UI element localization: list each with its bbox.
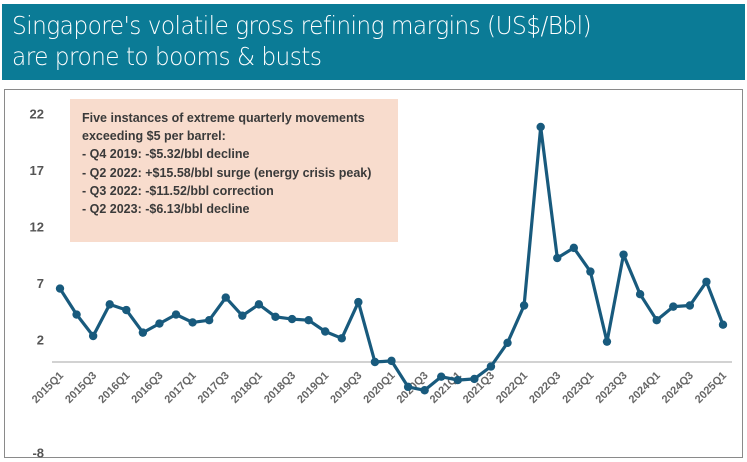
y-tick-label: 22 bbox=[30, 106, 44, 121]
data-point-2021Q2 bbox=[470, 374, 479, 384]
data-point-2024Q2 bbox=[669, 302, 678, 311]
y-tick-label: 12 bbox=[30, 219, 44, 234]
annotation-line: exceeding $5 per barrel: bbox=[82, 129, 226, 144]
x-tick-label: 2022Q3 bbox=[527, 370, 563, 406]
x-tick-label: 2016Q1 bbox=[96, 370, 132, 406]
data-point-2024Q1 bbox=[652, 315, 661, 325]
y-tick-label: 7 bbox=[37, 276, 44, 291]
data-point-2019Q1 bbox=[321, 327, 330, 336]
y-tick-label: 17 bbox=[30, 163, 44, 178]
x-tick-label: 2022Q1 bbox=[494, 370, 530, 406]
x-tick-label: 2015Q1 bbox=[30, 370, 66, 406]
x-tick-label: 2019Q3 bbox=[328, 370, 364, 406]
data-point-2021Q1 bbox=[453, 375, 462, 385]
y-tick-label: 2 bbox=[37, 332, 44, 347]
x-tick-label: 2015Q3 bbox=[63, 370, 99, 406]
data-point-2016Q1 bbox=[122, 305, 131, 315]
annotation-line: Five instances of extreme quarterly move… bbox=[82, 111, 365, 125]
x-tick-label: 2018Q1 bbox=[229, 370, 265, 406]
annotation-line: - Q4 2019: -$5.32/bbl decline bbox=[82, 147, 250, 162]
data-point-2020Q2 bbox=[403, 382, 413, 392]
data-point-2025Q1 bbox=[718, 320, 728, 329]
data-point-2021Q3 bbox=[486, 362, 496, 371]
data-point-2015Q4 bbox=[105, 300, 114, 309]
data-point-2020Q3 bbox=[420, 386, 429, 395]
x-tick-label: 2024Q1 bbox=[627, 370, 663, 406]
data-point-2020Q4 bbox=[437, 372, 446, 381]
data-point-2015Q2 bbox=[72, 310, 81, 319]
x-tick-label: 2021Q1 bbox=[428, 370, 464, 406]
data-point-2024Q3 bbox=[685, 301, 695, 310]
data-point-2019Q2 bbox=[337, 334, 346, 343]
data-point-2017Q3 bbox=[221, 293, 230, 302]
data-point-2023Q4 bbox=[635, 290, 645, 299]
data-point-2023Q3 bbox=[619, 250, 628, 259]
x-tick-label: 2025Q1 bbox=[693, 370, 729, 406]
x-tick-label: 2017Q1 bbox=[163, 370, 199, 406]
title-banner: Singapore's volatile gross refining marg… bbox=[2, 4, 745, 80]
data-point-2022Q1 bbox=[519, 301, 529, 310]
data-point-2023Q2 bbox=[602, 337, 612, 346]
data-point-2018Q1 bbox=[254, 300, 264, 309]
data-point-2016Q2 bbox=[138, 328, 148, 337]
data-point-2017Q1 bbox=[188, 318, 197, 327]
data-point-2015Q1 bbox=[55, 284, 65, 293]
chart-title-line-2: are prone to booms & busts bbox=[12, 42, 322, 71]
data-point-2019Q3 bbox=[354, 297, 363, 307]
annotation-line: - Q2 2023: -$6.13/bbl decline bbox=[82, 202, 250, 217]
x-tick-label: 2023Q3 bbox=[593, 370, 629, 406]
x-tick-label: 2018Q3 bbox=[262, 370, 298, 406]
data-point-2018Q3 bbox=[287, 314, 297, 324]
data-point-2016Q4 bbox=[171, 310, 181, 319]
x-axis-ticks: 2015Q12015Q32016Q12016Q32017Q12017Q32018… bbox=[30, 370, 729, 406]
data-point-2023Q1 bbox=[586, 267, 595, 276]
data-point-2016Q3 bbox=[155, 319, 164, 328]
chart-title: Singapore's volatile gross refining marg… bbox=[12, 10, 592, 72]
data-point-2017Q2 bbox=[204, 315, 214, 325]
data-point-2015Q3 bbox=[88, 331, 98, 341]
data-point-2017Q4 bbox=[238, 311, 247, 320]
x-tick-label: 2016Q3 bbox=[129, 370, 165, 406]
y-tick-label: -8 bbox=[32, 445, 44, 460]
x-tick-label: 2017Q3 bbox=[196, 370, 232, 406]
data-point-2020Q1 bbox=[387, 356, 396, 366]
data-point-2022Q2 bbox=[536, 122, 545, 132]
data-point-2018Q2 bbox=[271, 312, 280, 321]
data-point-2022Q4 bbox=[569, 243, 579, 253]
x-tick-label: 2023Q1 bbox=[560, 370, 596, 406]
x-tick-label: 2024Q3 bbox=[660, 370, 696, 406]
annotation-line: - Q3 2022: -$11.52/bbl correction bbox=[82, 183, 274, 198]
data-point-2022Q3 bbox=[553, 253, 562, 263]
data-point-2021Q4 bbox=[503, 338, 512, 347]
x-tick-label: 2020Q1 bbox=[361, 370, 397, 406]
x-tick-label: 2019Q1 bbox=[295, 370, 331, 406]
annotation-box: Five instances of extreme quarterly move… bbox=[70, 99, 398, 242]
data-point-2024Q4 bbox=[702, 277, 711, 286]
chart-title-line-1: Singapore's volatile gross refining marg… bbox=[12, 11, 592, 40]
y-axis-ticks: 22 17 12 7 2 -8 bbox=[30, 106, 44, 460]
data-point-2019Q4 bbox=[370, 357, 380, 367]
series-line bbox=[55, 122, 728, 395]
data-point-2018Q4 bbox=[304, 315, 313, 325]
annotation-line: - Q2 2022: +$15.58/bbl surge (energy cri… bbox=[82, 165, 372, 180]
